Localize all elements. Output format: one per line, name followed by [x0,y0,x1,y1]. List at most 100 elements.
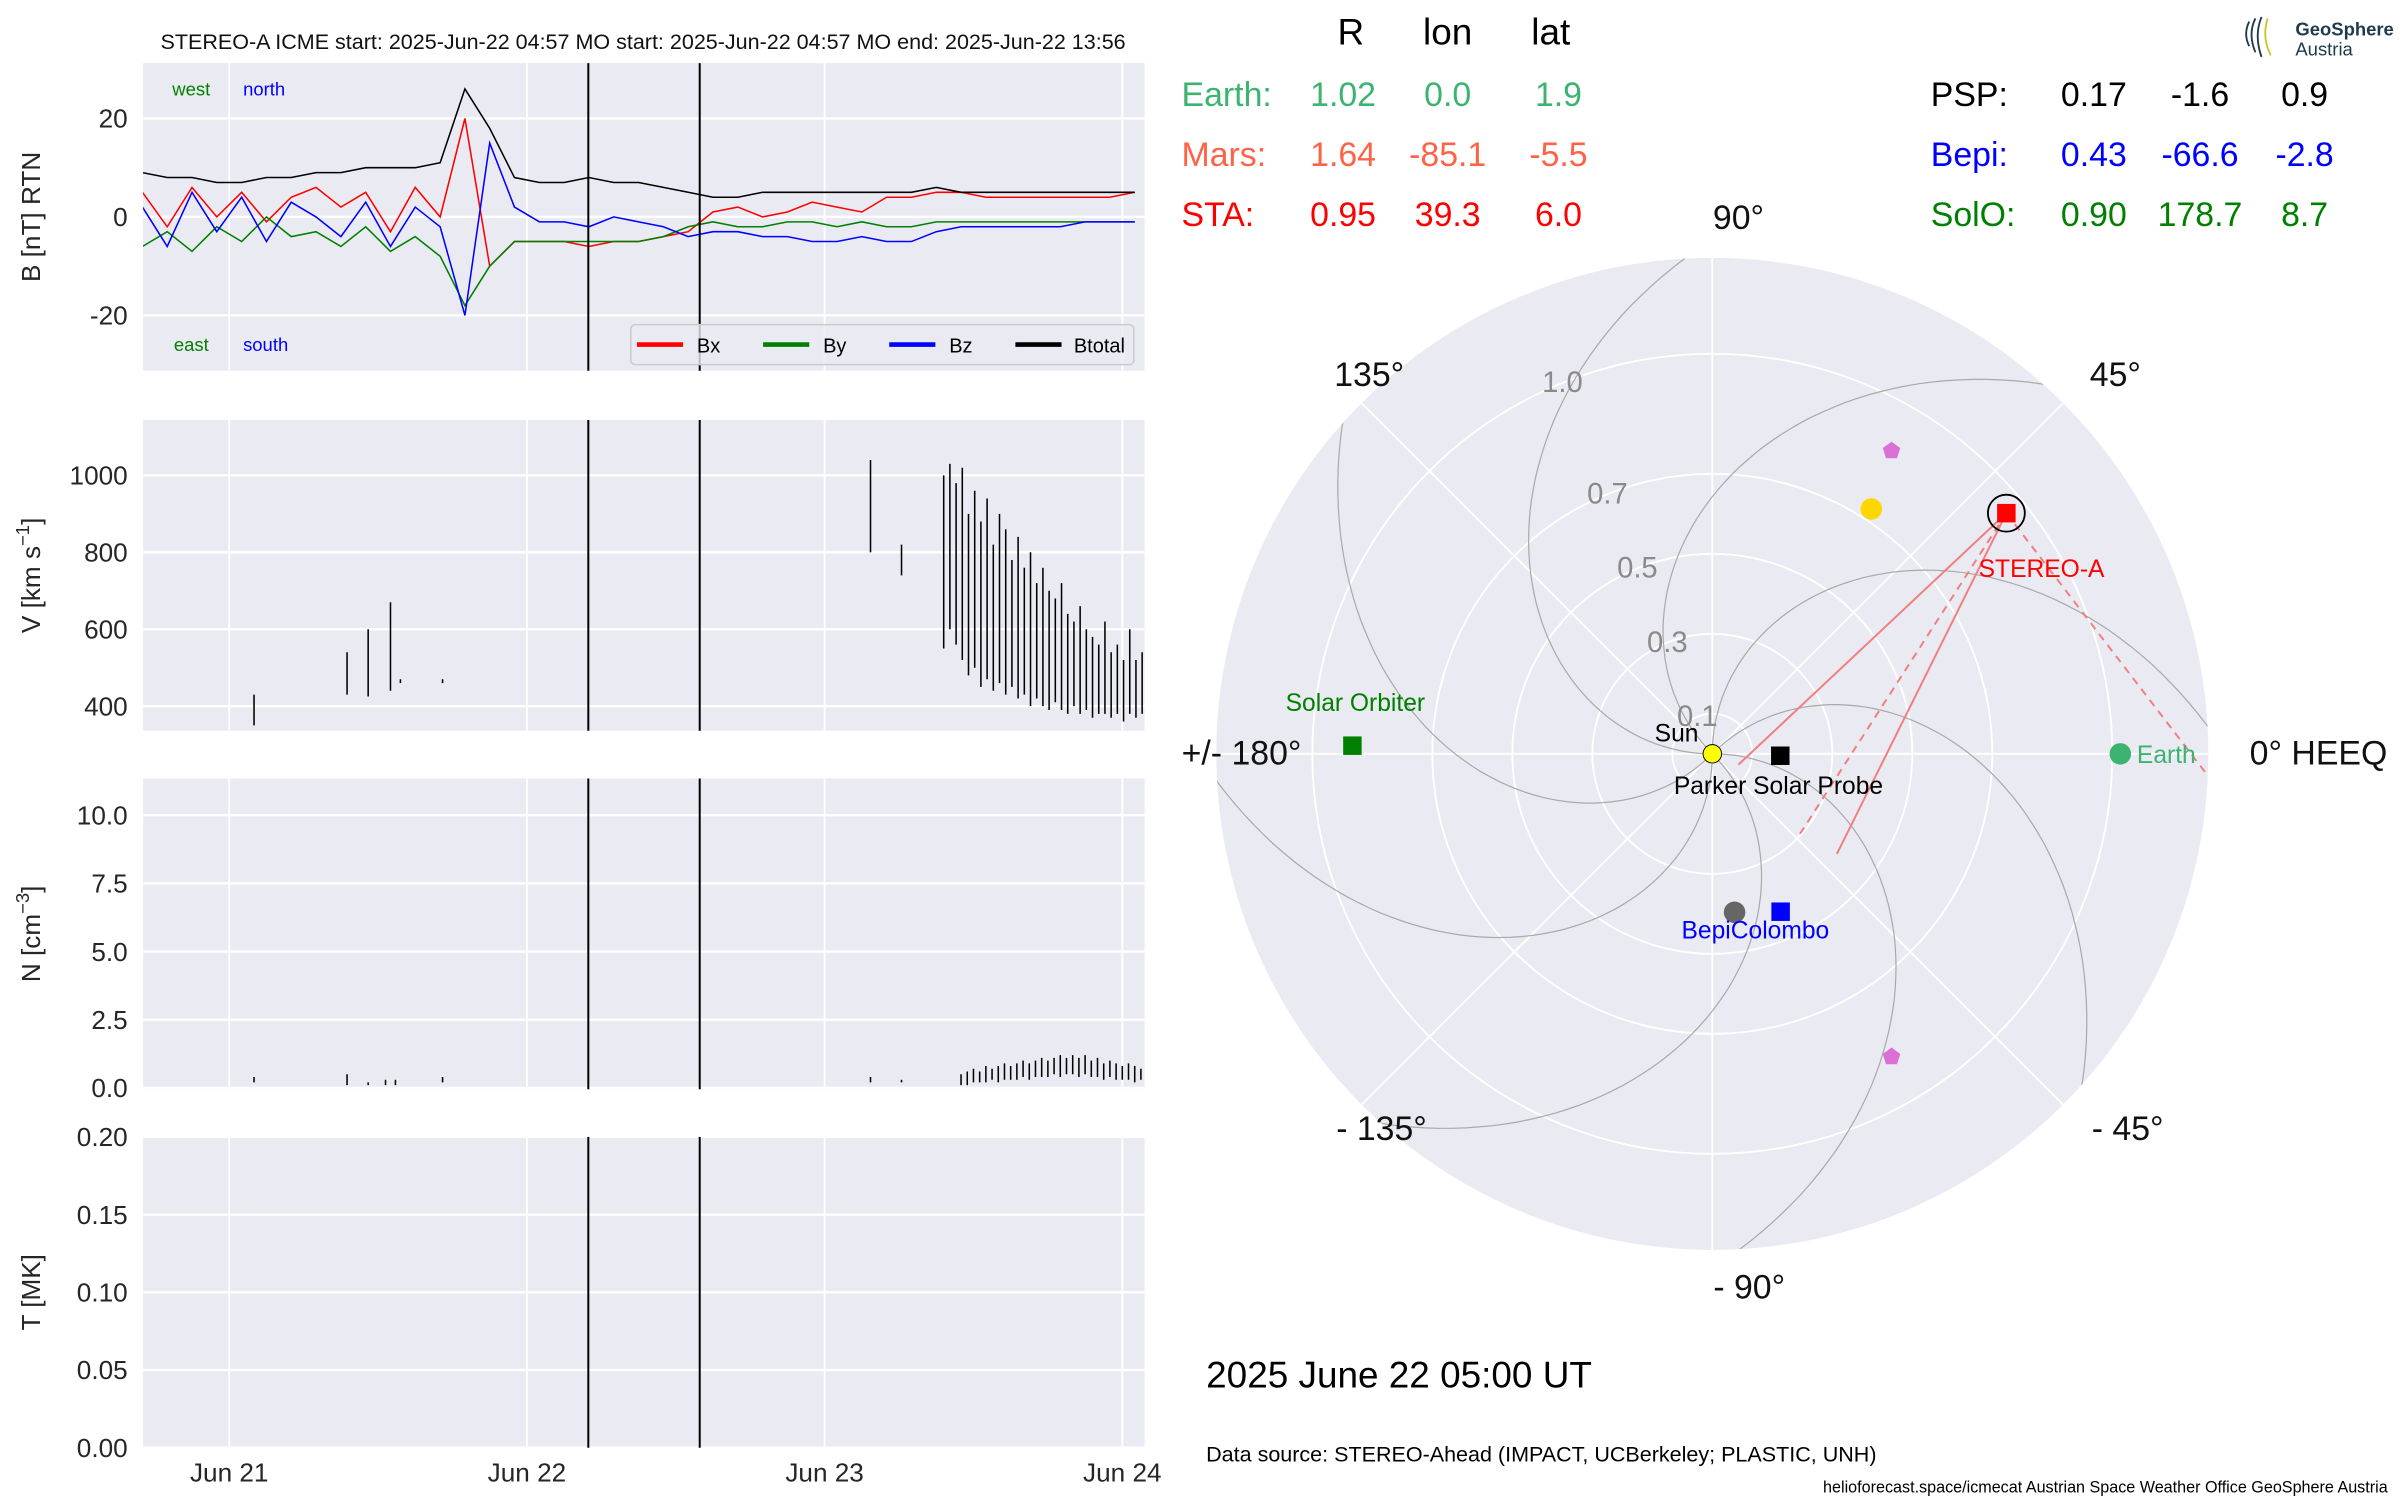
row-label: Mars: [1182,136,1267,174]
data-layer [253,1055,1142,1086]
footer-credits: helioforecast.space/icmecat Austrian Spa… [1823,1478,2388,1496]
series-by [143,215,1135,308]
panel-4: 0.20 0.15 0.10 0.05 0.00 T [MK] [16,1122,1145,1463]
angle-label: +/- 180° [1182,735,1302,773]
y-axis-label-end: ] [16,886,46,893]
sta-fov-line [1737,512,2008,766]
y-tick-label: 0.05 [77,1355,128,1385]
y-tick-label: 0.00 [77,1433,128,1463]
logo-mark-icon [2245,16,2272,58]
data-source: Data source: STEREO-Ahead (IMPACT, UCBer… [1206,1443,1876,1467]
parker-spiral [1711,569,2209,894]
solar-orbiter-marker [1343,736,1362,755]
parker-spiral [1572,753,1897,1250]
series-bz [143,140,1135,316]
row-R: 0.43 [2061,136,2127,174]
row-label: STA: [1182,196,1255,234]
angle-grid [1360,753,1713,1106]
y-tick-label: 0.15 [77,1200,128,1230]
body-label: BepiColombo [1682,917,1830,944]
row-lon: 0.0 [1424,76,1471,114]
b-legend: Bx By Bz Btotal [630,323,1135,366]
legend-frame [630,323,1135,366]
date-label: 2025 June 22 05:00 UT [1206,1355,1592,1396]
logo-line2: Austria [2295,38,2353,59]
data-layer [143,87,1135,316]
y-tick-label: 0.10 [77,1278,128,1308]
y-tick-label: 10.0 [77,800,128,830]
sta-fov-line [1836,512,2008,855]
x-tick-label: Jun 21 [190,1458,269,1488]
ring-label: 1.0 [1542,367,1583,399]
legend-btotal: Btotal [1074,335,1125,357]
ring-label: 0.7 [1587,478,1628,510]
x-tick-label: Jun 23 [785,1458,864,1488]
row-lat: 6.0 [1535,196,1582,234]
angle-grid [1360,402,1713,755]
panel-1: 20 0 -20 B [nT] RTN [16,63,1145,371]
body-label: STEREO-A [1979,556,2105,583]
angle-label: 90° [1713,199,1764,237]
y-axis-label: B [nT] RTN [16,152,46,282]
legend-by: By [823,335,846,357]
ring-label: 0.5 [1617,553,1658,585]
row-lat: 8.7 [2281,196,2328,234]
row-lat: -2.8 [2275,136,2333,174]
label-east: east [174,334,209,355]
body-label: Earth [2137,742,2196,769]
parker-spiral [1216,759,1763,1129]
ring-label: 0.3 [1647,627,1688,659]
y-tick-label: 0 [113,202,128,232]
legend-bx: Bx [697,335,720,357]
parker-spiral [1216,614,1713,939]
stereo-a-highlight-ring [1986,493,2026,533]
body-label: Solar Orbiter [1286,690,1426,717]
row-lat: 1.9 [1535,76,1582,114]
label-north: north [243,78,285,99]
row-R: 0.90 [2061,196,2127,234]
x-tick-label: Jun 22 [488,1458,566,1488]
geosphere-logo: GeoSphere Austria [2245,16,2394,59]
header-lat: lat [1531,12,1570,53]
y-tick-label: 5.0 [91,937,127,967]
row-label: PSP: [1931,76,2008,114]
body-label: Parker Solar Probe [1674,773,1883,800]
y-axis-label: N [cm−3] [12,886,46,983]
y-axis-label-main: V [km s [16,546,46,633]
row-label: Earth: [1182,76,1272,114]
venus-marker [1860,498,1883,520]
y-axis-label-end: ] [16,518,46,525]
y-tick-label: 800 [84,538,128,568]
y-tick-label: 2.5 [91,1005,127,1035]
angle-grid [1711,402,2064,755]
y-axis-label-main: N [cm [16,914,46,982]
sun-marker [1702,744,1722,764]
label-west: west [171,78,210,99]
angle-label: - 90° [1713,1268,1785,1306]
sta-fov-line [2005,512,2209,783]
y-tick-label: 0.20 [77,1122,128,1152]
y-tick-label: 1000 [70,461,128,491]
data-layer [253,460,1143,726]
polar-grid [1216,257,2209,1250]
parker-spiral [1527,257,1852,755]
row-label: Bepi: [1931,136,2008,174]
axes-background [143,420,1145,731]
label-south: south [243,334,288,355]
logo-line1: GeoSphere [2295,18,2393,39]
parker-solar-probe-marker [1771,746,1790,765]
row-lon: -85.1 [1409,136,1486,174]
parker-spiral [1717,704,2088,1250]
row-lon: -66.6 [2161,136,2238,174]
y-tick-label: 0.0 [91,1073,127,1103]
row-label: SolO: [1931,196,2016,234]
y-tick-label: 400 [84,691,128,721]
positions-table: R lon lat Earth: 1.02 0.0 1.9 Mars: 1.64 -85.1… [1182,12,2334,235]
angle-label: 45° [2090,356,2141,394]
table-right: PSP: 0.17 -1.6 0.9 Bepi: 0.43 -66.6 -2.8 SolO: 0.… [1931,76,2334,234]
header-r: R [1337,12,1364,53]
angle-label: - 135° [1336,1110,1427,1148]
earth-marker [2109,743,2132,765]
